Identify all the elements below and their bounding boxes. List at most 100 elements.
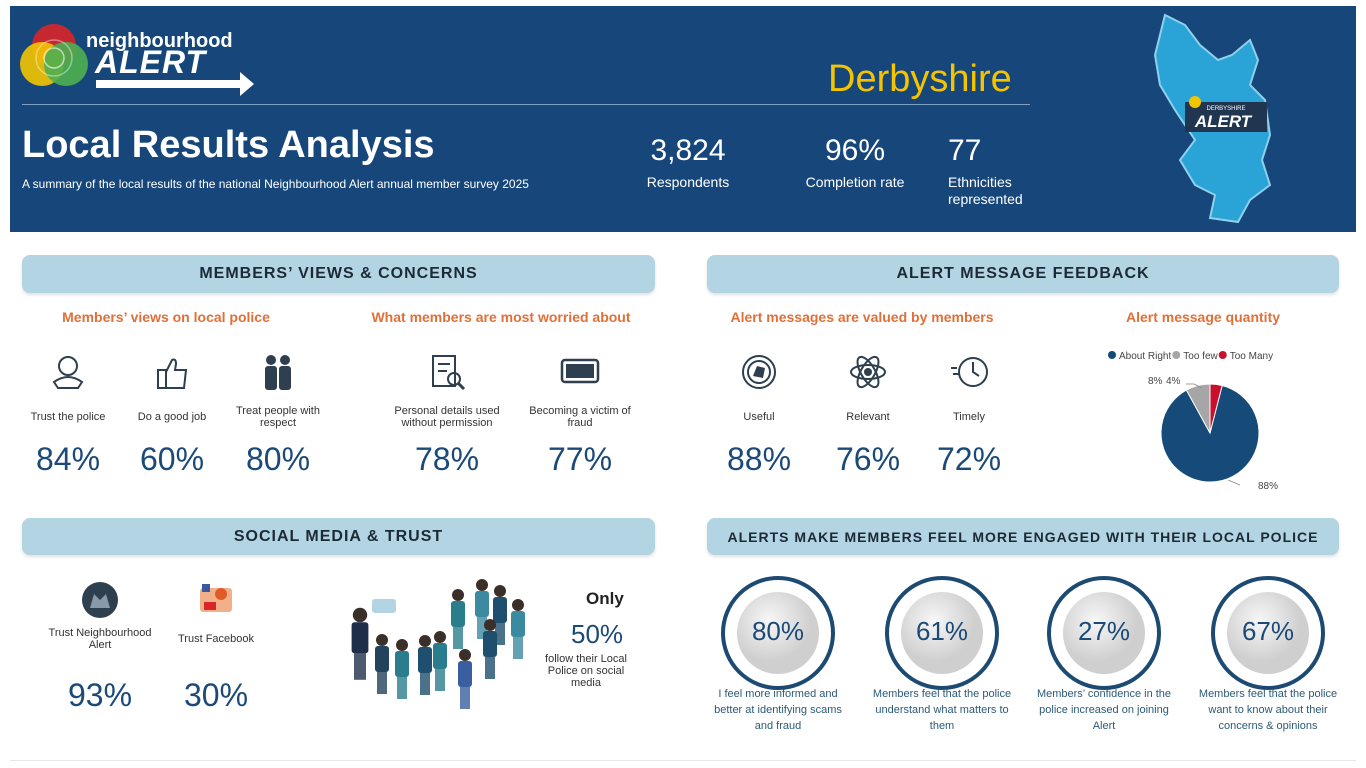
region: Derbyshire — [828, 58, 1012, 100]
item-label: Treat people with respect — [236, 405, 320, 429]
legend-label: About Right — [1119, 351, 1171, 362]
ring — [885, 576, 999, 690]
stat-value: 77 — [948, 134, 982, 167]
legend-swatch — [1218, 351, 1227, 359]
figure-legs — [477, 617, 487, 639]
item-label: Trust Facebook — [177, 633, 254, 645]
figure-body — [493, 597, 507, 623]
figure-legs — [453, 627, 463, 649]
item-value: 80% — [245, 441, 311, 477]
figure-legs — [485, 657, 495, 679]
logo — [20, 24, 254, 96]
item-label: Timely — [953, 411, 985, 423]
stat-label: Ethnicities represented — [948, 174, 1023, 207]
stat-label: Completion rate — [805, 174, 905, 190]
figure-body — [418, 647, 432, 673]
figure-body — [483, 631, 497, 657]
chart-title: Alert message quantity — [1125, 309, 1281, 325]
figure-head — [512, 599, 524, 611]
figure-legs — [435, 669, 445, 691]
figure-head — [484, 619, 496, 631]
icon — [951, 357, 988, 387]
icon — [432, 355, 466, 391]
figure-head — [352, 607, 368, 623]
figure-body — [433, 643, 447, 669]
logo-bottom: ALERT — [95, 44, 207, 80]
figure-head — [452, 589, 464, 601]
item-label: Personal details used without permission — [394, 405, 500, 429]
figure-body — [458, 661, 472, 687]
title: Local Results Analysis — [22, 124, 435, 166]
engaged-value: 80% — [751, 616, 805, 646]
legend-label: Too few — [1183, 351, 1218, 362]
speech-bubble — [372, 599, 396, 613]
pie-chart: About Right Too few Too Many 88% 8% 4% — [1108, 351, 1278, 492]
item-label: Relevant — [846, 411, 890, 423]
figure-head — [396, 639, 408, 651]
ring — [1211, 576, 1325, 690]
figure-body — [511, 611, 525, 637]
figure-legs — [377, 672, 387, 694]
county-map: DERBYSHIRE ALERT — [1153, 13, 1272, 224]
item-value: 78% — [414, 441, 480, 477]
icon — [265, 355, 291, 390]
figure-legs — [420, 673, 430, 695]
item-value: 76% — [835, 441, 901, 477]
section-heading: ALERT MESSAGE FEEDBACK — [707, 255, 1339, 293]
icon — [157, 358, 188, 389]
header — [10, 6, 1356, 232]
subheading: What members are most worried about — [371, 309, 631, 325]
legend-label: Too Many — [1230, 351, 1273, 362]
leader-line — [1193, 383, 1203, 389]
icon — [742, 355, 776, 389]
icon — [82, 582, 118, 618]
subheading: Members’ views on local police — [62, 309, 270, 325]
item-value: 72% — [936, 441, 1002, 477]
figure-body — [395, 651, 409, 677]
map-badge: ALERT — [1194, 112, 1253, 131]
engaged-value: 61% — [915, 616, 969, 646]
only-value: 50% — [571, 619, 624, 649]
figure-head — [434, 631, 446, 643]
stat-value: 3,824 — [650, 134, 726, 167]
only-lead: Only — [586, 589, 624, 608]
engaged-label: Members’ confidence in the police increa… — [1036, 688, 1172, 732]
item-value: 60% — [139, 441, 205, 477]
item-label: Trust Neighbourhood Alert — [48, 627, 152, 651]
footer-rule — [10, 760, 1356, 761]
pie-label: 8% — [1148, 376, 1163, 387]
subtitle: A summary of the local results of the na… — [22, 177, 529, 191]
icon — [200, 584, 232, 612]
figure-head — [459, 649, 471, 661]
section-heading: ALERTS MAKE MEMBERS FEEL MORE ENGAGED WI… — [707, 518, 1339, 555]
item-value: 88% — [726, 441, 792, 477]
figure-legs — [495, 623, 505, 645]
figure-legs — [354, 653, 366, 680]
item-label: Becoming a victim of fraud — [529, 405, 631, 429]
figure-head — [494, 585, 506, 597]
item-label: Do a good job — [137, 411, 207, 423]
engaged-label: Members feel that the police understand … — [872, 688, 1012, 732]
item-value: 93% — [67, 677, 133, 713]
map-badge-small: DERBYSHIRE — [1206, 106, 1245, 112]
figure-body — [475, 591, 489, 617]
engaged-value: 67% — [1241, 616, 1295, 646]
pie-label: 4% — [1166, 376, 1181, 387]
figure-body — [451, 601, 465, 627]
leader-line — [1227, 479, 1241, 486]
section-heading: SOCIAL MEDIA & TRUST — [22, 518, 655, 555]
item-value: 30% — [183, 677, 249, 713]
item-value: 77% — [547, 441, 613, 477]
stat-value: 96% — [824, 134, 886, 167]
ring — [721, 576, 835, 690]
figure-body — [375, 646, 389, 672]
ring — [1047, 576, 1161, 690]
legend-swatch — [1172, 351, 1181, 359]
icon — [52, 356, 84, 389]
divider — [22, 104, 1030, 105]
section-heading: MEMBERS’ VIEWS & CONCERNS — [22, 255, 655, 293]
pie-slice — [1160, 384, 1260, 483]
crowd-illustration — [351, 579, 525, 709]
logo-top: neighbourhood — [86, 30, 233, 52]
